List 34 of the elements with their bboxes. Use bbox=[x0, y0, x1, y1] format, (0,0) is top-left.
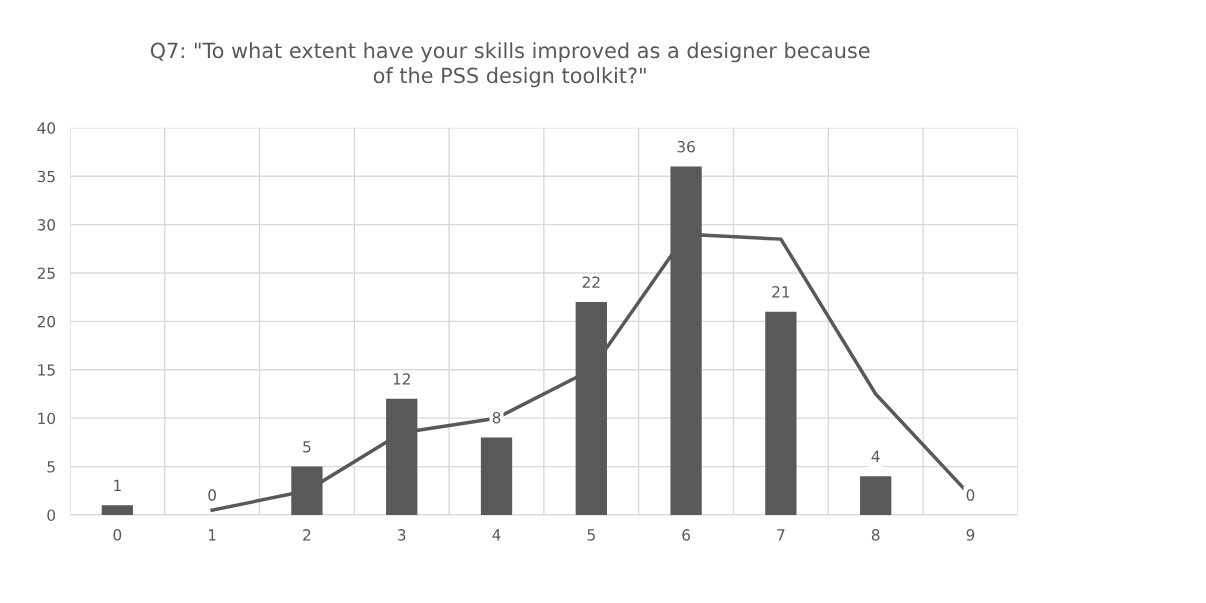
data-label: 1 bbox=[114, 479, 121, 491]
x-tick-label: 4 bbox=[492, 529, 501, 541]
x-tick-label: 2 bbox=[303, 529, 311, 541]
bar bbox=[765, 311, 797, 515]
x-tick-label: 8 bbox=[871, 529, 880, 541]
y-tick-label: 40 bbox=[37, 122, 56, 134]
bar bbox=[860, 476, 892, 515]
bar bbox=[480, 437, 513, 515]
data-label: 4 bbox=[871, 450, 880, 462]
x-tick-label: 5 bbox=[587, 529, 595, 541]
x-tick-label: 0 bbox=[113, 529, 122, 541]
y-tick-label: 15 bbox=[38, 364, 55, 376]
x-tick-label: 6 bbox=[682, 529, 690, 541]
bar bbox=[101, 505, 133, 515]
data-label: 0 bbox=[208, 489, 216, 501]
x-tick-label: 9 bbox=[966, 529, 975, 541]
data-label: 8 bbox=[492, 411, 501, 424]
y-tick-label: 35 bbox=[37, 170, 55, 183]
data-label: 5 bbox=[303, 441, 311, 453]
y-tick-label: 10 bbox=[38, 412, 56, 425]
y-tick-label: 0 bbox=[47, 509, 56, 521]
x-tick-label: 3 bbox=[398, 529, 406, 541]
data-label: 36 bbox=[677, 140, 695, 153]
x-tick-label: 7 bbox=[777, 529, 785, 541]
data-label: 0 bbox=[966, 489, 975, 501]
y-tick-label: 30 bbox=[37, 219, 56, 231]
data-label: 21 bbox=[772, 286, 790, 298]
x-tick-label: 1 bbox=[208, 529, 216, 541]
data-label: 12 bbox=[393, 373, 410, 385]
y-tick-label: 5 bbox=[47, 461, 55, 473]
y-tick-label: 20 bbox=[37, 315, 56, 328]
y-tick-label: 25 bbox=[37, 267, 55, 280]
chart-title: Q7: "To what extent have your skills improved as a designer because of the PSS design toolkit?" bbox=[150, 42, 870, 88]
data-label: 22 bbox=[582, 276, 600, 288]
